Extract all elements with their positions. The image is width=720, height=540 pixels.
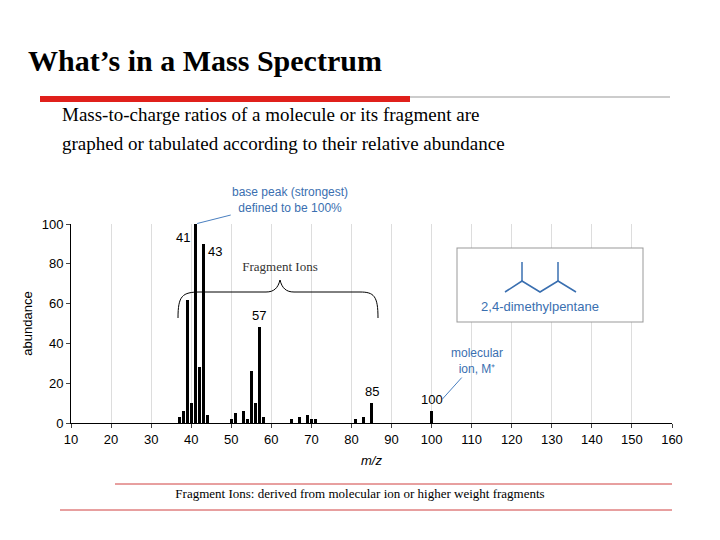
svg-text:100: 100 xyxy=(421,432,443,447)
svg-text:140: 140 xyxy=(581,432,603,447)
html-text:What’s in a Mass Spectrum: What’s in a Mass Spectrum xyxy=(28,44,382,77)
svg-text:m/z: m/z xyxy=(361,453,382,468)
svg-text:40: 40 xyxy=(49,336,63,351)
svg-text:40: 40 xyxy=(184,432,198,447)
html-text:Mass-to-charge ratios of a mol: Mass-to-charge ratios of a molecule or i… xyxy=(62,104,480,125)
svg-text:90: 90 xyxy=(384,432,398,447)
svg-text:70: 70 xyxy=(304,432,318,447)
svg-text:110: 110 xyxy=(461,432,482,447)
svg-text:Fragment Ions: Fragment Ions xyxy=(242,259,317,274)
svg-text:80: 80 xyxy=(49,256,63,271)
svg-text:30: 30 xyxy=(144,432,158,447)
svg-text:10: 10 xyxy=(64,432,78,447)
svg-text:100: 100 xyxy=(42,217,64,232)
svg-text:80: 80 xyxy=(344,432,358,447)
html-text:graphed or tabulated according: graphed or tabulated according to their … xyxy=(62,133,505,154)
svg-text:120: 120 xyxy=(501,432,523,447)
svg-text:57: 57 xyxy=(252,308,266,323)
svg-text:20: 20 xyxy=(49,376,63,391)
svg-text:60: 60 xyxy=(49,296,63,311)
svg-text:0: 0 xyxy=(56,416,63,431)
svg-text:base peak (strongest)defined t: base peak (strongest)defined to be 100% xyxy=(232,185,348,215)
svg-text:50: 50 xyxy=(224,432,238,447)
svg-text:43: 43 xyxy=(208,244,222,259)
html-text:Fragment Ions: derived from mo: Fragment Ions: derived from molecular io… xyxy=(175,486,545,501)
svg-text:41: 41 xyxy=(176,230,190,245)
svg-text:150: 150 xyxy=(621,432,643,447)
svg-text:molecularion, M⁺: molecularion, M⁺ xyxy=(451,346,503,376)
svg-text:160: 160 xyxy=(661,432,683,447)
svg-text:2,4-dimethylpentane: 2,4-dimethylpentane xyxy=(481,299,599,314)
svg-text:abundance: abundance xyxy=(20,291,35,355)
svg-text:60: 60 xyxy=(264,432,278,447)
svg-text:20: 20 xyxy=(104,432,118,447)
svg-text:100: 100 xyxy=(421,392,443,407)
svg-text:130: 130 xyxy=(541,432,563,447)
svg-text:85: 85 xyxy=(365,384,379,399)
